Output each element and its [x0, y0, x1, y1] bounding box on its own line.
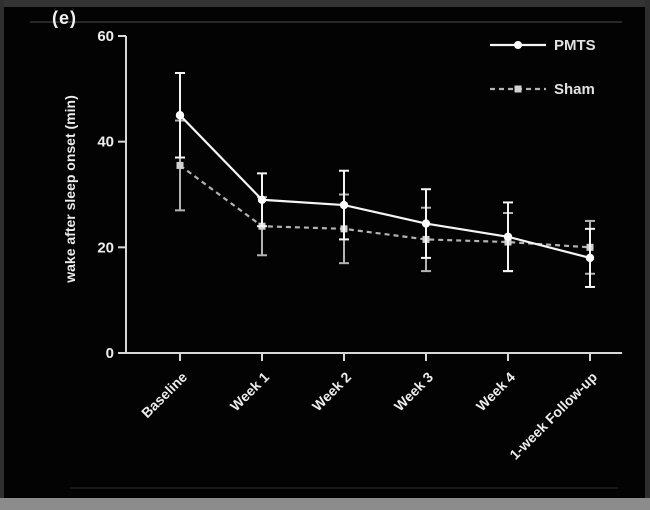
- x-category-label: Week 3: [391, 369, 436, 414]
- data-point-circle-icon: [257, 195, 267, 204]
- x-category-label: Week 2: [309, 369, 354, 414]
- series-line-sham: [179, 164, 591, 249]
- x-category-label: 1-week Follow-up: [506, 369, 600, 463]
- legend-item-sham: Sham: [490, 81, 595, 98]
- panel-label: (e): [52, 8, 77, 28]
- data-point-circle-icon: [421, 219, 431, 228]
- y-tick-label: 20: [97, 239, 114, 256]
- y-tick-label: 0: [106, 345, 114, 362]
- y-tick-label: 40: [97, 134, 114, 151]
- series-pmts: [175, 71, 595, 288]
- x-category-label: Week 4: [473, 369, 518, 414]
- legend-square-icon: [514, 85, 522, 93]
- data-point-circle-icon: [503, 232, 513, 241]
- frame-border-right: [645, 0, 650, 510]
- x-category-label: Week 1: [227, 369, 272, 414]
- data-point-circle-icon: [175, 111, 185, 120]
- series-sham: [175, 119, 595, 275]
- frame-border-top: [0, 0, 650, 7]
- series-line-pmts: [179, 114, 591, 259]
- x-category-label: Baseline: [138, 369, 190, 421]
- y-tick-label: 60: [97, 28, 114, 45]
- frame-border-bottom: [0, 498, 650, 510]
- legend-item-pmts: PMTS: [490, 37, 596, 54]
- legend-label-sham: Sham: [554, 81, 595, 98]
- data-point-circle-icon: [339, 200, 349, 210]
- legend-label-pmts: PMTS: [554, 37, 596, 54]
- legend: PMTS Sham: [490, 37, 596, 98]
- legend-circle-icon: [514, 41, 522, 49]
- data-point-circle-icon: [585, 253, 595, 263]
- data-point-square-icon: [176, 161, 184, 169]
- y-axis-title: wake after sleep onset (min): [62, 95, 78, 283]
- frame-border-left: [0, 0, 4, 510]
